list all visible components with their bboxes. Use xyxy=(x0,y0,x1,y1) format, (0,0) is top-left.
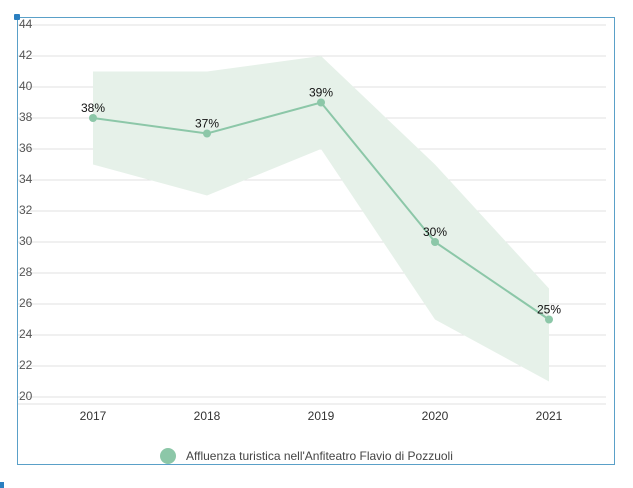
legend[interactable]: Affluenza turistica nell'Anfiteatro Flav… xyxy=(160,448,453,464)
data-label: 25% xyxy=(537,303,561,317)
x-tick-label: 2017 xyxy=(80,409,107,423)
y-tick-label: 22 xyxy=(19,358,33,372)
selection-handle[interactable] xyxy=(0,482,4,488)
data-label: 37% xyxy=(195,117,219,131)
chart-frame xyxy=(17,17,615,465)
y-tick-label: 34 xyxy=(19,172,33,186)
x-tick-label: 2019 xyxy=(308,409,335,423)
y-tick-label: 42 xyxy=(19,48,33,62)
data-point xyxy=(431,238,439,246)
data-label: 39% xyxy=(309,86,333,100)
data-label: 30% xyxy=(423,225,447,239)
x-tick-label: 2020 xyxy=(422,409,449,423)
y-tick-label: 36 xyxy=(19,141,33,155)
y-tick-label: 40 xyxy=(19,79,33,93)
data-points xyxy=(89,98,553,324)
data-point xyxy=(203,129,211,138)
x-tick-label: 2021 xyxy=(536,409,563,423)
data-point xyxy=(545,315,553,324)
selection-handle[interactable] xyxy=(14,14,20,20)
y-tick-label: 38 xyxy=(19,110,33,124)
y-tick-label: 24 xyxy=(19,327,33,341)
y-tick-label: 30 xyxy=(19,234,33,248)
data-label: 38% xyxy=(81,101,105,115)
data-labels: 38% 37% 39% 30% 25% xyxy=(81,86,561,317)
y-tick-label: 44 xyxy=(19,17,33,31)
y-axis-ticks: 20 22 24 26 28 30 32 34 36 38 40 42 44 xyxy=(19,17,33,403)
y-tick-label: 26 xyxy=(19,296,33,310)
y-tick-label: 28 xyxy=(19,265,33,279)
data-point xyxy=(89,114,97,122)
legend-label: Affluenza turistica nell'Anfiteatro Flav… xyxy=(186,449,453,463)
y-tick-label: 20 xyxy=(19,389,33,403)
y-tick-label: 32 xyxy=(19,203,33,217)
data-point xyxy=(317,98,325,107)
x-axis-ticks: 2017 2018 2019 2020 2021 xyxy=(80,409,563,423)
legend-swatch xyxy=(160,448,176,464)
x-tick-label: 2018 xyxy=(194,409,221,423)
